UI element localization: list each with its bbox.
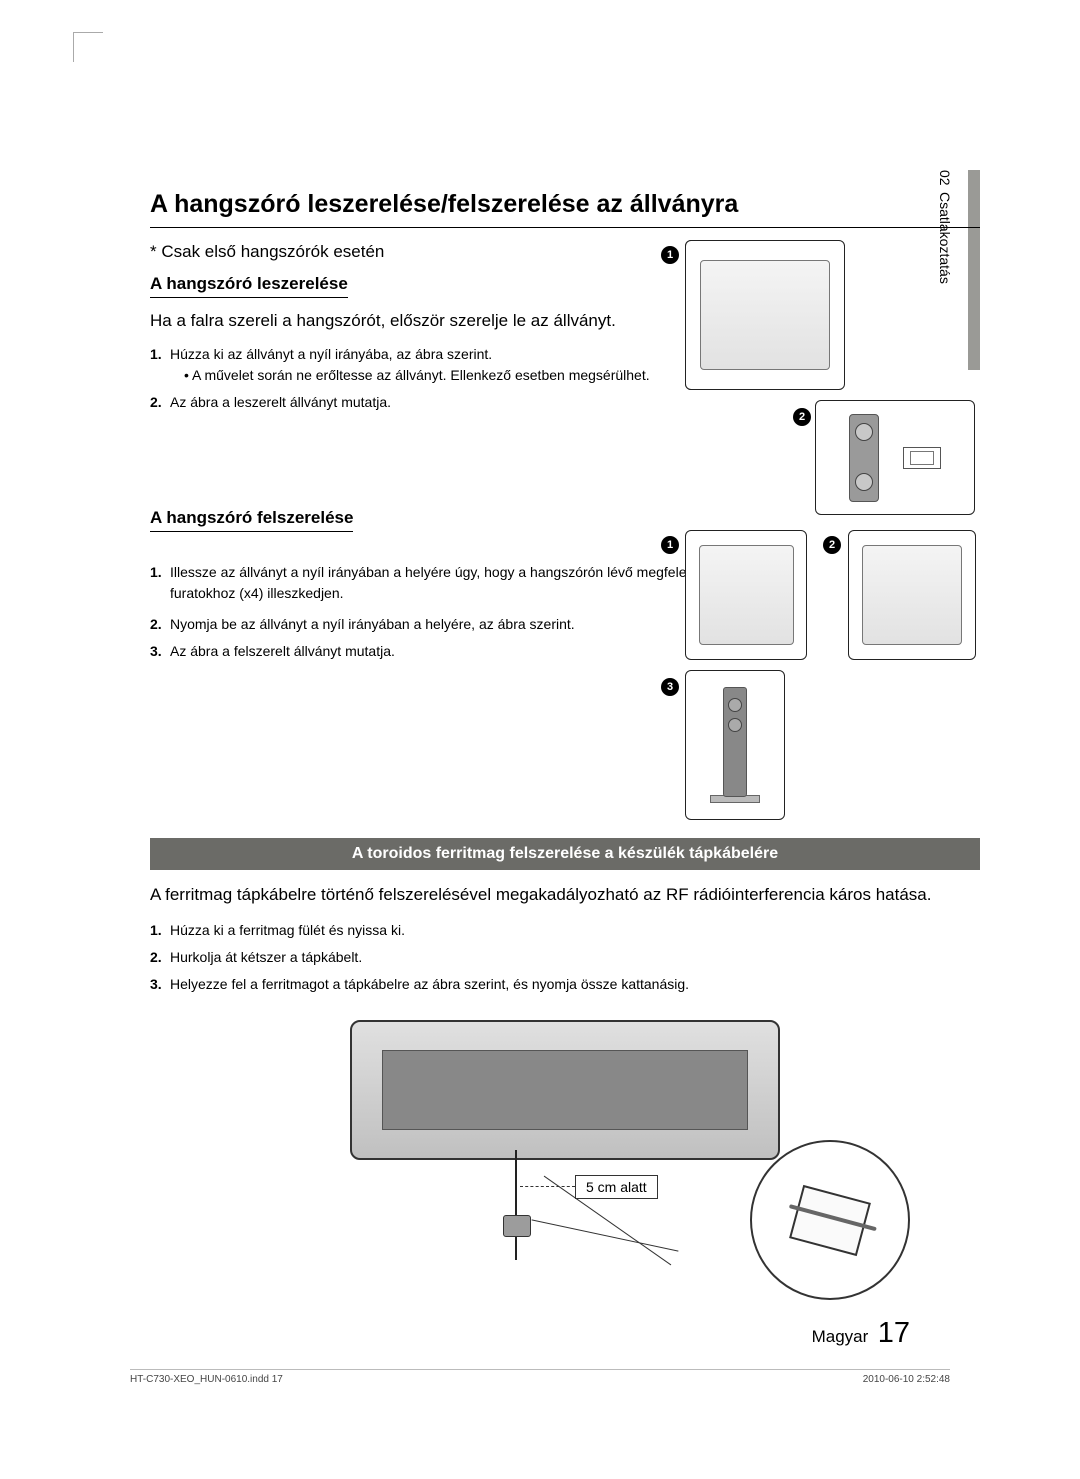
disassembly-steps: 1. Húzza ki az állványt a nyíl irányába,… <box>150 344 710 413</box>
speaker-icon <box>849 414 879 502</box>
ferrite-core-icon <box>503 1215 531 1237</box>
fig-number-icon: 1 <box>661 246 679 264</box>
footer-rule <box>130 1369 950 1370</box>
step-text: Illessze az állványt a nyíl irányában a … <box>170 564 697 601</box>
step-text: Nyomja be az állványt a nyíl irányában a… <box>170 616 575 632</box>
step-number: 2. <box>150 614 162 635</box>
speaker-icon <box>723 687 747 797</box>
dashed-line <box>520 1186 575 1187</box>
section-bar: A toroidos ferritmag felszerelése a kész… <box>150 838 980 870</box>
page-title: A hangszóró leszerelése/felszerelése az … <box>150 190 980 228</box>
zoom-detail <box>750 1140 910 1300</box>
footer-line: HT-C730-XEO_HUN-0610.indd 17 2010-06-10 … <box>130 1374 950 1385</box>
hand-illustration <box>699 545 794 645</box>
step-text: Helyezze fel a ferritmagot a tápkábelre … <box>170 976 689 992</box>
list-item: 2. Az ábra a leszerelt állványt mutatja. <box>150 392 710 413</box>
ferrite-steps: 1. Húzza ki a ferritmag fülét és nyissa … <box>150 920 970 995</box>
intro-note: * Csak első hangszórók esetén <box>150 242 980 262</box>
list-item: 1. Húzza ki az állványt a nyíl irányába,… <box>150 344 710 386</box>
list-item: 2. Hurkolja át kétszer a tápkábelt. <box>150 947 970 968</box>
step-number: 2. <box>150 392 162 413</box>
step-sub: A művelet során ne erőltesse az állványt… <box>184 365 710 386</box>
ferrite-core-detail-icon <box>789 1185 871 1256</box>
step-text: Húzza ki a ferritmag fülét és nyissa ki. <box>170 922 405 938</box>
crop-mark <box>73 32 103 62</box>
cable-line <box>515 1150 517 1260</box>
list-item: 1. Illessze az állványt a nyíl irányában… <box>150 562 710 604</box>
fig-box <box>815 400 975 515</box>
list-item: 2. Nyomja be az állványt a nyíl irányába… <box>150 614 710 635</box>
step-text: Húzza ki az állványt a nyíl irányába, az… <box>170 346 492 362</box>
list-item: 3. Helyezze fel a ferritmagot a tápkábel… <box>150 974 970 995</box>
hand-illustration <box>862 545 962 645</box>
fig-box <box>685 240 845 390</box>
step-number: 1. <box>150 562 162 583</box>
footer-indd: HT-C730-XEO_HUN-0610.indd 17 <box>130 1374 283 1385</box>
fig-number-icon: 2 <box>823 536 841 554</box>
disassembly-para: Ha a falra szereli a hangszórót, először… <box>150 310 710 332</box>
step-number: 3. <box>150 641 162 662</box>
page-footer: Magyar 17 <box>812 1317 910 1350</box>
step-text: Az ábra a felszerelt állványt mutatja. <box>170 643 395 659</box>
footer-lang: Magyar <box>812 1327 869 1346</box>
ferrite-figure: 5 cm alatt <box>275 1020 855 1280</box>
device-illustration <box>350 1020 780 1160</box>
list-item: 3. Az ábra a felszerelt állványt mutatja… <box>150 641 710 662</box>
distance-label: 5 cm alatt <box>575 1175 658 1199</box>
footer-date: 2010-06-10 2:52:48 <box>863 1374 950 1385</box>
fig-box <box>848 530 976 660</box>
fig-box <box>685 670 785 820</box>
step-number: 1. <box>150 920 162 941</box>
leader-line <box>532 1220 679 1252</box>
footer-page: 17 <box>878 1317 910 1349</box>
assembly-steps: 1. Illessze az állványt a nyíl irányában… <box>150 562 710 662</box>
fig-number-icon: 2 <box>793 408 811 426</box>
ferrite-para: A ferritmag tápkábelre történő felszerel… <box>150 884 970 906</box>
hand-illustration <box>700 260 830 370</box>
step-number: 1. <box>150 344 162 365</box>
list-item: 1. Húzza ki a ferritmag fülét és nyissa … <box>150 920 970 941</box>
fig-number-icon: 3 <box>661 678 679 696</box>
fig-box <box>685 530 807 660</box>
step-number: 2. <box>150 947 162 968</box>
step-text: Az ábra a leszerelt állványt mutatja. <box>170 394 391 410</box>
step-number: 3. <box>150 974 162 995</box>
step-text: Hurkolja át kétszer a tápkábelt. <box>170 949 362 965</box>
disassembly-heading: A hangszóró leszerelése <box>150 274 348 298</box>
assembly-heading: A hangszóró felszerelése <box>150 508 353 532</box>
fig-number-icon: 1 <box>661 536 679 554</box>
side-chapter-num: 02 <box>937 170 953 186</box>
stand-icon <box>903 447 941 469</box>
